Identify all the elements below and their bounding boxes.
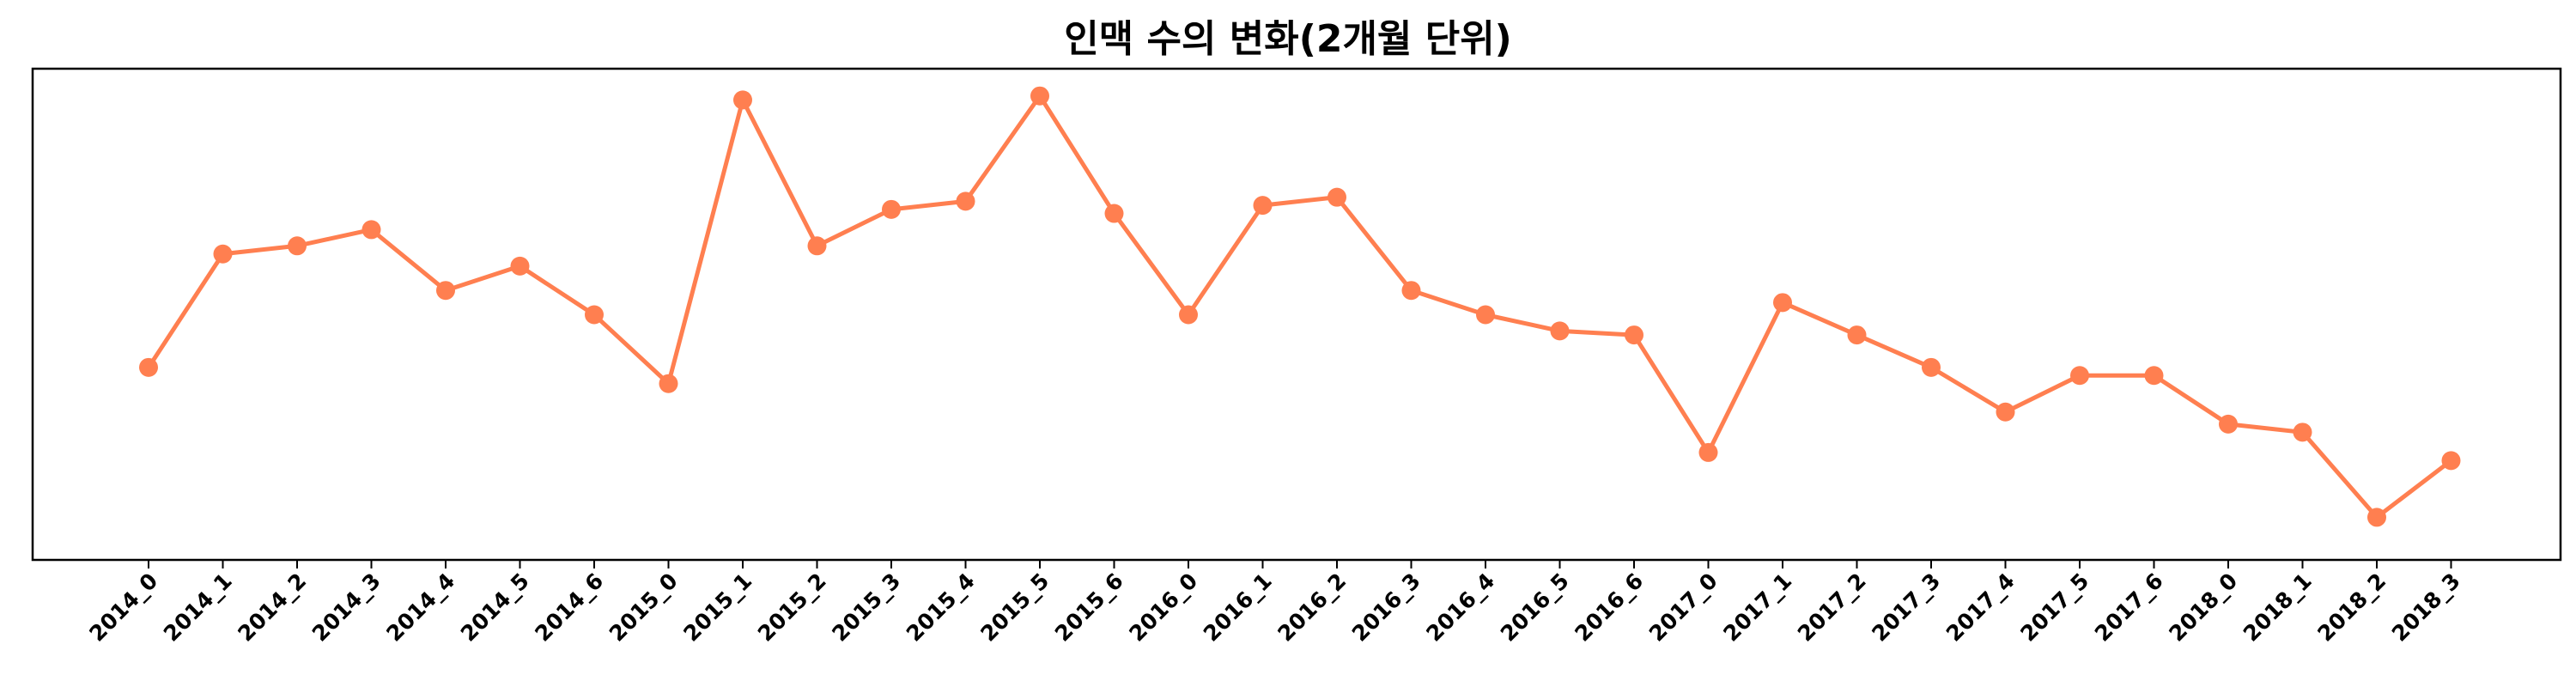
data-point [2219,414,2238,434]
data-point [1550,321,1570,341]
x-tick-label: 2017_0 [1644,568,1722,647]
x-tick-label: 2017_5 [2015,568,2093,647]
data-point [1327,187,1346,207]
x-tick-label: 2016_1 [1199,568,1277,647]
x-tick-label: 2017_3 [1867,568,1945,647]
data-point [1698,442,1718,462]
data-point [1030,86,1049,106]
x-tick-label: 2014_3 [307,568,386,647]
data-point [659,374,678,393]
data-point [1922,357,1941,377]
data-point [2293,423,2312,442]
x-tick-label: 2014_6 [530,568,608,647]
x-tick-label: 2016_5 [1496,568,1574,647]
data-point [139,357,158,377]
x-tick-label: 2017_6 [2090,568,2168,647]
data-point [1253,196,1273,216]
plot-frame [31,67,2562,562]
data-point [2441,451,2461,471]
series-line [146,94,2453,520]
data-point [213,244,233,264]
x-tick-label: 2017_1 [1718,568,1796,647]
chart-title: 인맥 수의 변화(2개월 단위) [1064,17,1512,61]
data-point [956,192,975,211]
data-point [1847,325,1867,345]
x-tick-label: 2015_6 [1050,568,1128,647]
data-points [139,86,2461,527]
x-tick-label: 2015_2 [753,568,831,647]
data-point [2070,366,2089,386]
data-point [2367,508,2386,527]
data-point [1476,305,1495,325]
x-tick-label: 2018_3 [2387,568,2465,647]
x-tick-label: 2014_0 [84,568,162,647]
x-tick-label: 2016_4 [1421,568,1499,647]
x-tick-label: 2014_2 [233,568,311,647]
x-tick-label: 2015_3 [827,568,905,647]
data-point [510,256,530,276]
x-tick-label: 2015_4 [902,568,980,647]
x-tick-label: 2018_0 [2164,568,2242,647]
x-axis-tick-labels: 2014_02014_12014_22014_32014_42014_52014… [84,568,2464,647]
data-point [882,199,901,219]
x-tick-label: 2018_1 [2239,568,2317,647]
x-axis-ticks [148,560,2452,568]
data-point [733,90,752,110]
data-point [1179,305,1198,325]
x-tick-label: 2017_4 [1941,568,2020,647]
data-point [1401,281,1421,301]
x-tick-label: 2015_0 [605,568,683,647]
x-tick-label: 2018_2 [2312,568,2391,647]
data-point [1104,204,1124,223]
x-tick-label: 2015_5 [975,568,1054,647]
data-point [288,236,307,256]
data-point [1625,325,1643,345]
x-tick-label: 2017_2 [1793,568,1871,647]
data-point [585,305,604,325]
data-point [1996,402,2015,422]
x-tick-label: 2016_3 [1347,568,1425,647]
data-point [2144,366,2164,386]
x-tick-label: 2015_1 [678,568,756,647]
data-point [1773,293,1792,313]
x-tick-label: 2014_5 [456,568,534,647]
x-tick-label: 2014_1 [159,568,237,647]
data-point [361,220,381,240]
data-point [807,236,827,256]
x-tick-label: 2016_6 [1570,568,1648,647]
x-tick-label: 2016_2 [1273,568,1351,647]
data-point [436,281,455,301]
x-tick-label: 2014_4 [381,568,459,647]
x-tick-label: 2016_0 [1124,568,1202,647]
